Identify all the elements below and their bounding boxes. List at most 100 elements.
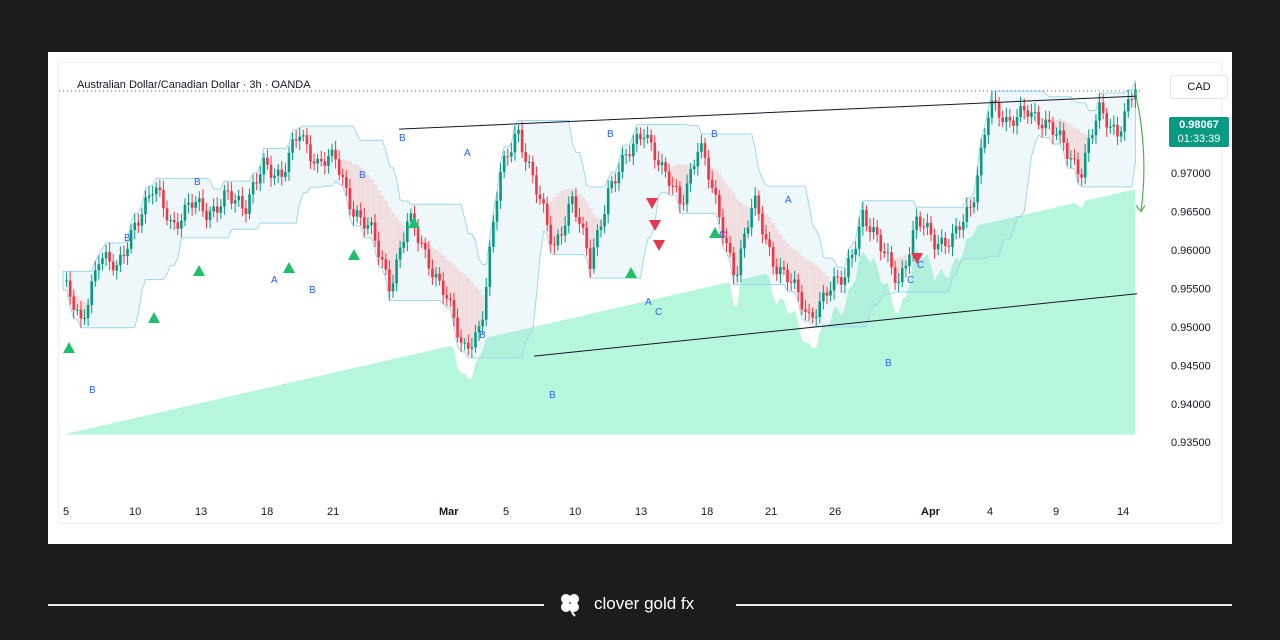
swing-label: B — [549, 390, 556, 401]
candle-body — [395, 259, 398, 284]
candle-body — [1087, 138, 1091, 153]
candle-body — [201, 198, 205, 212]
candle-body — [825, 292, 829, 296]
sell-signal-triangle — [649, 220, 661, 231]
candle-body — [108, 252, 111, 262]
candle-body — [266, 157, 269, 165]
candle-body — [312, 161, 316, 164]
candle-body — [757, 195, 761, 214]
candle-body — [807, 311, 811, 313]
candle-body — [140, 214, 144, 226]
candle-body — [725, 237, 728, 244]
candle-body — [223, 190, 226, 207]
candle-body — [517, 129, 520, 134]
candle-body — [409, 213, 413, 222]
candle-body — [180, 220, 183, 229]
swing-label: B — [359, 170, 366, 181]
candle-body — [406, 221, 409, 243]
chart-plot[interactable]: BBBABBBABBBACBCABCC0.975000.970000.96500… — [59, 63, 1223, 525]
candle-body — [513, 133, 517, 153]
candle-body — [434, 273, 438, 278]
swing-label: A — [645, 297, 652, 308]
candle-body — [345, 177, 348, 189]
candle-body — [1123, 111, 1126, 132]
candle-body — [262, 157, 266, 175]
candle-body — [614, 181, 617, 184]
bear-cloud-segment — [455, 268, 460, 338]
candle-body — [1065, 142, 1069, 159]
swing-label: C — [907, 275, 914, 286]
candle-body — [309, 144, 312, 162]
candle-body — [510, 152, 513, 157]
candle-body — [93, 270, 97, 282]
candle-body — [911, 230, 915, 255]
candle-body — [284, 171, 287, 177]
candle-body — [244, 208, 248, 214]
bear-cloud-segment — [896, 257, 901, 282]
candle-body — [126, 248, 129, 257]
bear-cloud-segment — [792, 250, 797, 280]
candle-body — [423, 243, 427, 250]
buy-signal-triangle — [709, 227, 721, 238]
candle-body — [822, 292, 825, 302]
candle-body — [585, 227, 588, 249]
candle-body — [1026, 110, 1030, 117]
candle-body — [969, 206, 972, 208]
bear-cloud-segment — [821, 272, 826, 293]
buy-signal-triangle — [63, 342, 75, 353]
channel-lower-line — [533, 293, 1138, 357]
bear-cloud-segment — [1069, 125, 1073, 159]
candle-body — [366, 224, 370, 229]
candle-body — [341, 174, 345, 178]
x-tick-label: 21 — [327, 506, 339, 518]
bear-cloud-segment — [452, 264, 457, 318]
candle-body — [115, 265, 119, 271]
y-tick-label: 0.93500 — [1171, 437, 1211, 449]
y-tick-label: 0.96000 — [1171, 245, 1211, 257]
candle-body — [800, 292, 804, 310]
swing-label: C — [655, 307, 662, 318]
bear-cloud-segment — [462, 274, 467, 343]
candle-body — [452, 300, 456, 318]
candle-body — [653, 142, 657, 161]
candle-body — [445, 295, 449, 299]
candle-body — [771, 247, 775, 267]
candle-body — [111, 261, 115, 271]
candle-body — [122, 254, 126, 257]
bear-cloud-segment — [362, 171, 367, 229]
candle-body — [463, 342, 467, 344]
candle-body — [65, 280, 68, 282]
candle-body — [883, 251, 886, 254]
bear-cloud-segment — [774, 229, 779, 275]
swing-label: B — [309, 285, 316, 296]
currency-selector[interactable]: CAD — [1170, 75, 1228, 99]
candle-body — [789, 282, 793, 284]
candle-body — [323, 161, 327, 166]
candle-body — [764, 234, 768, 240]
candle-body — [958, 226, 961, 230]
candle-body — [83, 318, 86, 320]
candle-body — [169, 219, 172, 221]
candle-body — [1101, 102, 1105, 114]
candle-body — [176, 222, 180, 229]
y-tick-label: 0.94000 — [1171, 399, 1211, 411]
chart-pane[interactable]: BBBABBBABBBACBCABCC0.975000.970000.96500… — [58, 62, 1229, 525]
bar-countdown: 01:33:39 — [1177, 133, 1221, 145]
candle-body — [276, 169, 280, 176]
swing-label: A — [785, 195, 792, 206]
candle-body — [753, 195, 757, 209]
buy-signal-triangle — [283, 262, 295, 273]
candle-body — [402, 242, 406, 248]
candle-body — [603, 214, 606, 227]
candle-body — [76, 309, 79, 311]
bear-cloud-segment — [434, 249, 439, 274]
swing-label: A — [271, 275, 278, 286]
candle-body — [768, 239, 771, 248]
bear-cloud-segment — [810, 262, 815, 318]
candle-body — [334, 149, 337, 160]
candle-body — [302, 135, 305, 137]
chart-card: BBBABBBABBBACBCABCC0.975000.970000.96500… — [48, 52, 1232, 544]
candle-body — [940, 237, 944, 244]
bear-cloud-segment — [674, 164, 679, 187]
bear-cloud-segment — [480, 294, 485, 320]
